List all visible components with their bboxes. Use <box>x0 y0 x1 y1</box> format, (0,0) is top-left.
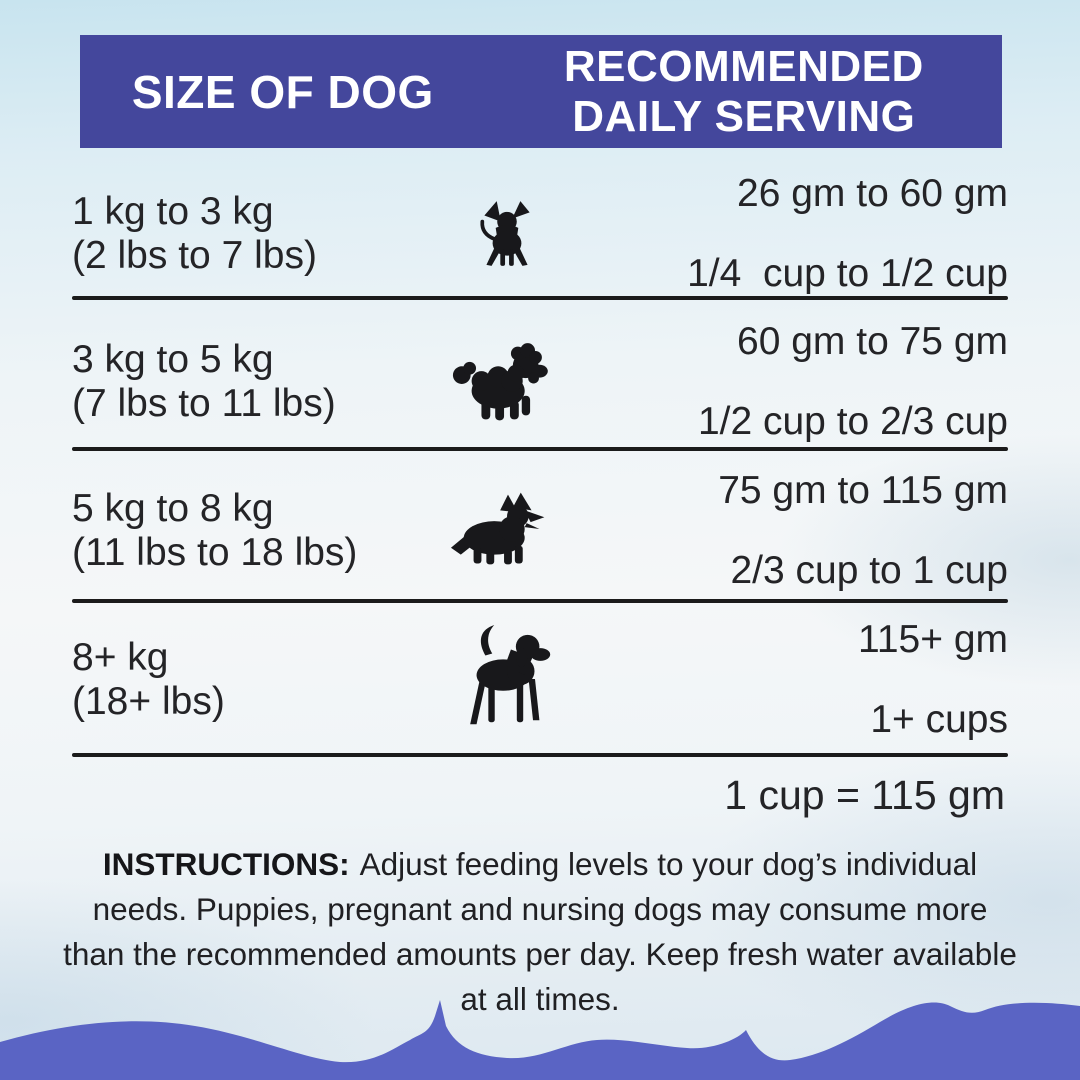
table-row: 3 kg to 5 kg (7 lbs to 11 lbs) <box>72 320 1008 443</box>
row-divider <box>72 599 1008 603</box>
table-row: 5 kg to 8 kg (11 lbs to 18 lbs) 75 gm to… <box>72 469 1008 592</box>
serving-cup: 2/3 cup to 1 cup <box>730 549 1008 592</box>
dog-size-cell: 1 kg to 3 kg (2 lbs to 7 lbs) <box>72 190 419 279</box>
dog-size-cell: 5 kg to 8 kg (11 lbs to 18 lbs) <box>72 487 419 576</box>
serving-gm: 75 gm to 115 gm <box>718 468 1008 512</box>
chihuahua-silhouette <box>480 201 530 266</box>
serving-cell: 60 gm to 75 gm 1/2 cup to 2/3 cup <box>595 284 1008 481</box>
serving-gm: 115+ gm <box>858 617 1008 661</box>
serving-cell: 75 gm to 115 gm 2/3 cup to 1 cup <box>595 433 1008 630</box>
instructions-text: Adjust feeding levels to your dog’s indi… <box>63 846 1017 1018</box>
hound-silhouette <box>470 625 551 725</box>
cup-conversion-note: 1 cup = 115 gm <box>724 772 1005 818</box>
size-kg: 8+ kg <box>72 635 169 679</box>
size-lbs: (18+ lbs) <box>72 680 225 723</box>
row-divider <box>72 753 1008 757</box>
serving-cup: 1/2 cup to 2/3 cup <box>697 400 1008 443</box>
header-daily-serving-line2: DAILY SERVING <box>572 91 916 141</box>
row-divider <box>72 447 1008 451</box>
dog-size-cell: 3 kg to 5 kg (7 lbs to 11 lbs) <box>72 338 419 427</box>
corgi-silhouette <box>450 492 545 565</box>
serving-cell: 26 gm to 60 gm 1/4 cup to 1/2 cup <box>595 136 1008 333</box>
table-row: 1 kg to 3 kg (2 lbs to 7 lbs) 26 gm to 6… <box>72 172 1008 295</box>
size-kg: 1 kg to 3 kg <box>72 189 274 233</box>
header-size-of-dog: SIZE OF DOG <box>131 65 434 118</box>
serving-gm: 60 gm to 75 gm <box>737 319 1008 363</box>
row-divider <box>72 296 1008 300</box>
bottom-wave-decoration <box>0 1000 1080 1080</box>
hound-icon <box>419 621 595 739</box>
header-daily-serving: RECOMMENDED DAILY SERVING <box>486 42 1002 141</box>
instructions-label: INSTRUCTIONS: <box>102 846 350 882</box>
header-daily-serving-line1: RECOMMENDED <box>563 42 924 92</box>
dog-size-cell: 8+ kg (18+ lbs) <box>72 636 419 725</box>
chihuahua-icon <box>419 200 595 268</box>
size-lbs: (2 lbs to 7 lbs) <box>72 234 317 277</box>
serving-cell: 115+ gm 1+ cups <box>595 582 1008 779</box>
serving-cup: 1+ cups <box>870 698 1008 741</box>
size-kg: 3 kg to 5 kg <box>72 337 274 381</box>
instructions-paragraph: INSTRUCTIONS: Adjust feeding levels to yo… <box>60 842 1020 1022</box>
poodle-icon <box>419 341 595 423</box>
corgi-icon <box>419 491 595 571</box>
size-lbs: (11 lbs to 18 lbs) <box>72 531 358 574</box>
serving-cup: 1/4 cup to 1/2 cup <box>687 252 1008 295</box>
size-lbs: (7 lbs to 11 lbs) <box>72 382 336 425</box>
table-header: SIZE OF DOG RECOMMENDED DAILY SERVING <box>80 35 1002 148</box>
poodle-silhouette <box>452 343 548 421</box>
serving-gm: 26 gm to 60 gm <box>737 171 1008 215</box>
size-kg: 5 kg to 8 kg <box>72 486 274 530</box>
table-row: 8+ kg (18+ lbs) 115+ gm 1+ cups <box>72 613 1008 747</box>
